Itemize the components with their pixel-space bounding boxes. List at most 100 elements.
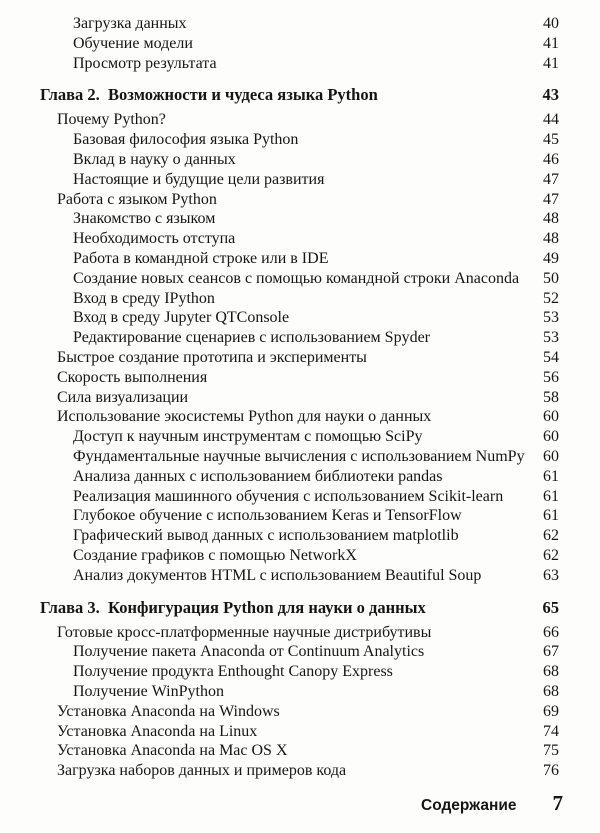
toc-entry-title: Получение пакета Anaconda от Continuum A… [73,643,425,661]
toc-entry-title: Анализа данных с использованием библиоте… [73,467,443,485]
toc-page-number: 63 [543,566,559,584]
toc-entry-row: Доступ к научным инструментам с помощью … [40,427,559,447]
toc-entry-title: Быстрое создание прототипа и эксперимент… [57,348,367,366]
toc-entry-title: Получение WinPython [73,682,224,700]
toc-page-number: 61 [543,487,559,505]
toc-entry-row: Загрузка наборов данных и примеров кода 7… [40,761,559,781]
toc-page-number: 45 [543,131,559,149]
toc-entry-title: Установка Anaconda на Windows [57,702,280,720]
toc-page-number: 56 [543,368,559,386]
toc-page-number: 49 [543,249,559,267]
toc-entry-title: Создание графиков с помощью NetworkX [73,546,357,564]
toc-entry-title: Редактирование сценариев с использование… [73,329,431,347]
toc-page-number: 74 [543,722,559,740]
toc-entry-row: Фундаментальные научные вычисления с исп… [40,447,559,467]
toc-entry-title: Глубокое обучение с использованием Keras… [73,507,462,525]
toc-entry-row: Получение WinPython 68 [40,682,559,702]
toc-page-number: 58 [543,388,559,406]
toc-page-number: 41 [543,54,559,72]
toc-entry-title: Необходимость отступа [73,230,236,248]
toc-page-number: 40 [543,15,559,32]
toc-entry-row: Получение пакета Anaconda от Continuum A… [40,642,559,662]
toc-page-number: 60 [543,408,559,426]
toc-page-number: 61 [543,467,559,485]
toc-page-number: 41 [543,34,559,52]
toc-entry-row: Анализ документов HTML с использованием … [40,566,559,586]
toc-page-number: 52 [543,289,559,307]
toc-page-number: 47 [543,190,559,208]
toc-page-number: 62 [543,546,559,564]
toc-entry-title: Скорость выполнения [57,368,208,386]
toc-page-number: 48 [543,230,559,248]
toc-page-number: 44 [543,111,559,129]
toc-entry-title: Графический вывод данных с использование… [73,527,459,545]
toc-page-number: 54 [543,348,559,366]
toc-page-number: 50 [543,269,559,287]
toc-entry-row: Глубокое обучение с использованием Keras… [40,506,559,526]
toc-page-number: 48 [543,210,559,228]
toc-entry-row: Настоящие и будущие цели развития 47 [40,170,559,190]
toc-entry-row: Скорость выполнения 56 [40,368,559,388]
toc-entry-row: Почему Python? 44 [40,110,559,130]
toc-entry-title: Создание новых сеансов с помощью командн… [73,269,520,287]
toc-page-number: 62 [543,527,559,545]
toc-entry-title: Обучение модели [73,34,193,52]
toc-entry-title: Вход в среду IPython [73,289,215,307]
toc-entry-row: Получение продукта Enthought Canopy Expr… [40,662,559,682]
toc-entry-title: Работа в командной строке или в IDE [73,249,329,267]
toc-page-number: 65 [542,597,560,617]
toc-page-number: 68 [543,682,559,700]
toc-entry-row: Создание графиков с помощью NetworkX 62 [40,546,559,566]
toc-chapter-row: Глава 2. Возможности и чудеса языка Pyth… [40,84,559,106]
toc-page-number: 61 [543,507,559,525]
toc-entry-row: Загрузка данных 40 [40,14,559,34]
toc-entry-title: Настоящие и будущие цели развития [73,170,325,188]
toc-entry-title: Вклад в науку о данных [73,150,236,168]
toc-page-number: 68 [543,663,559,681]
toc-page-number: 60 [543,447,559,465]
toc-entry-row: Установка Anaconda на Mac OS X 75 [40,741,559,761]
toc-page-number: 53 [543,309,559,327]
toc-entry-row: Вход в среду Jupyter QTConsole 53 [40,308,559,328]
toc-entry-row: Вклад в науку о данных 46 [40,150,559,170]
toc-entry-title: Вход в среду Jupyter QTConsole [73,309,290,327]
toc-entry-title: Просмотр результата [73,54,217,72]
toc-entry-title: Загрузка наборов данных и примеров кода [57,762,347,780]
toc-page-number: 69 [543,702,559,720]
toc-page-number: 53 [543,329,559,347]
toc-entry-title: Почему Python? [57,111,166,129]
toc-entry-title: Работа с языком Python [57,190,217,208]
toc-entry-title: Базовая философия языка Python [73,131,299,149]
toc-entry-row: Создание новых сеансов с помощью командн… [40,269,559,289]
toc-entry-row: Базовая философия языка Python 45 [40,130,559,150]
toc-entry-row: Быстрое создание прототипа и эксперимент… [40,348,559,368]
toc-page-number: 76 [543,762,559,780]
toc-entry-title: Установка Anaconda на Mac OS X [57,742,288,760]
toc-entry-title: Фундаментальные научные вычисления с исп… [73,447,525,465]
toc-entry-row: Работа в командной строке или в IDE 49 [40,249,559,269]
toc-entry-row: Работа с языком Python 47 [40,190,559,210]
toc-chapter-row: Глава 3. Конфигурация Python для науки о… [40,597,559,619]
toc-entry-row: Готовые кросс-платформенные научные дист… [40,623,559,643]
table-of-contents: Загрузка данных 40 Обучение модели 41 Просмо… [40,14,559,781]
toc-entry-row: Установка Anaconda на Windows 69 [40,702,559,722]
toc-page-number: 67 [543,643,559,661]
toc-entry-title: Доступ к научным инструментам с помощью … [73,428,423,446]
toc-entry-row: Установка Anaconda на Linux 74 [40,722,559,742]
toc-entry-title: Анализ документов HTML с использованием … [73,566,482,584]
toc-page-number: 43 [542,85,560,105]
toc-entry-title: Использование экосистемы Python для наук… [57,408,432,426]
toc-entry-row: Реализация машинного обучения с использо… [40,487,559,507]
toc-entry-title: Получение продукта Enthought Canopy Expr… [73,663,393,681]
toc-entry-row: Сила визуализации 58 [40,388,559,408]
toc-entry-row: Редактирование сценариев с использование… [40,328,559,348]
toc-chapter-title: Глава 2. Возможности и чудеса языка Pyth… [40,85,378,105]
toc-entry-title: Знакомство с языком [73,210,216,228]
toc-entry-title: Готовые кросс-платформенные научные дист… [57,623,432,641]
toc-page-number: 60 [543,428,559,446]
toc-entry-title: Сила визуализации [57,388,189,406]
toc-entry-title: Загрузка данных [73,15,187,32]
toc-entry-row: Обучение модели 41 [40,34,559,54]
toc-entry-title: Установка Anaconda на Linux [57,722,258,740]
